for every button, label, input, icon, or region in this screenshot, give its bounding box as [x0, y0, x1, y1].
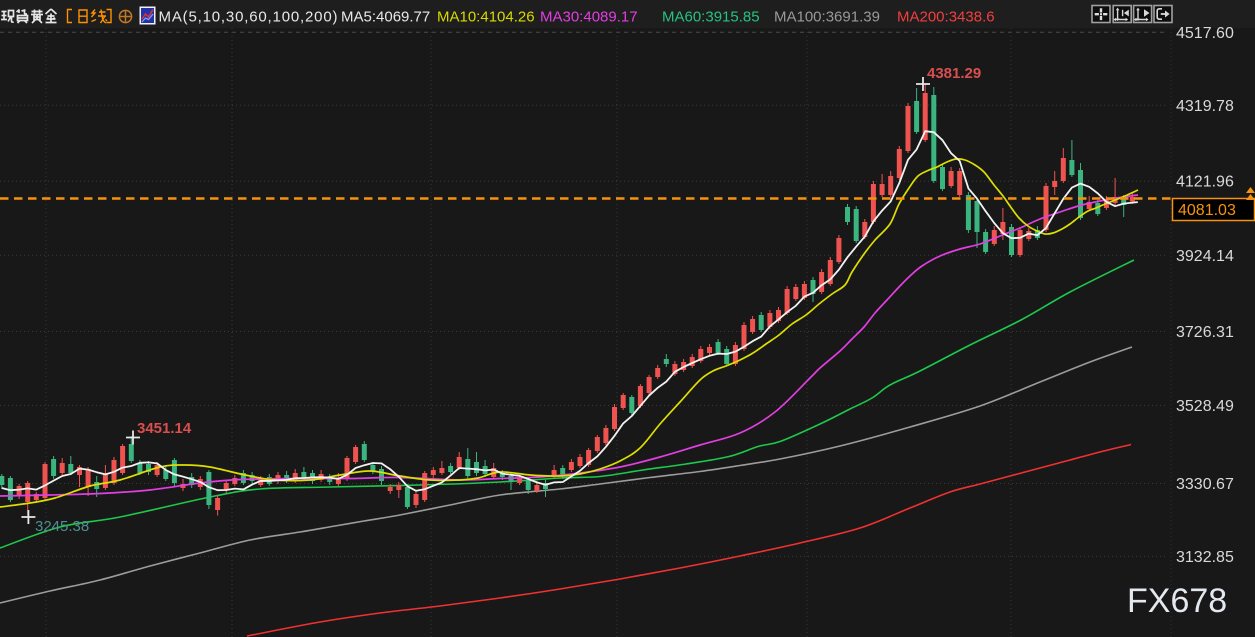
svg-text:FX678: FX678: [1127, 582, 1227, 620]
svg-text:3132.85: 3132.85: [1176, 549, 1234, 566]
svg-text:MA200:3438.6: MA200:3438.6: [897, 9, 995, 26]
svg-text:4121.96: 4121.96: [1176, 174, 1234, 191]
svg-text:MA60:3915.85: MA60:3915.85: [662, 9, 760, 26]
svg-text:3924.14: 3924.14: [1176, 248, 1234, 265]
svg-text:4381.29: 4381.29: [927, 65, 981, 82]
svg-text:3330.67: 3330.67: [1176, 476, 1234, 493]
svg-text:MA(5,10,30,60,100,200): MA(5,10,30,60,100,200): [159, 9, 339, 26]
svg-text:MA10:4104.26: MA10:4104.26: [437, 9, 535, 26]
svg-text:MA5:4069.77: MA5:4069.77: [341, 9, 430, 26]
svg-text:4319.78: 4319.78: [1176, 98, 1234, 115]
svg-text:4517.60: 4517.60: [1176, 25, 1234, 42]
svg-text:4081.03: 4081.03: [1178, 202, 1236, 219]
svg-text:3726.31: 3726.31: [1176, 324, 1234, 341]
svg-text:3528.49: 3528.49: [1176, 398, 1234, 415]
svg-text:MA100:3691.39: MA100:3691.39: [774, 9, 880, 26]
svg-text:MA30:4089.17: MA30:4089.17: [540, 9, 638, 26]
svg-text:3451.14: 3451.14: [137, 420, 192, 437]
svg-text:3245.38: 3245.38: [35, 518, 89, 535]
